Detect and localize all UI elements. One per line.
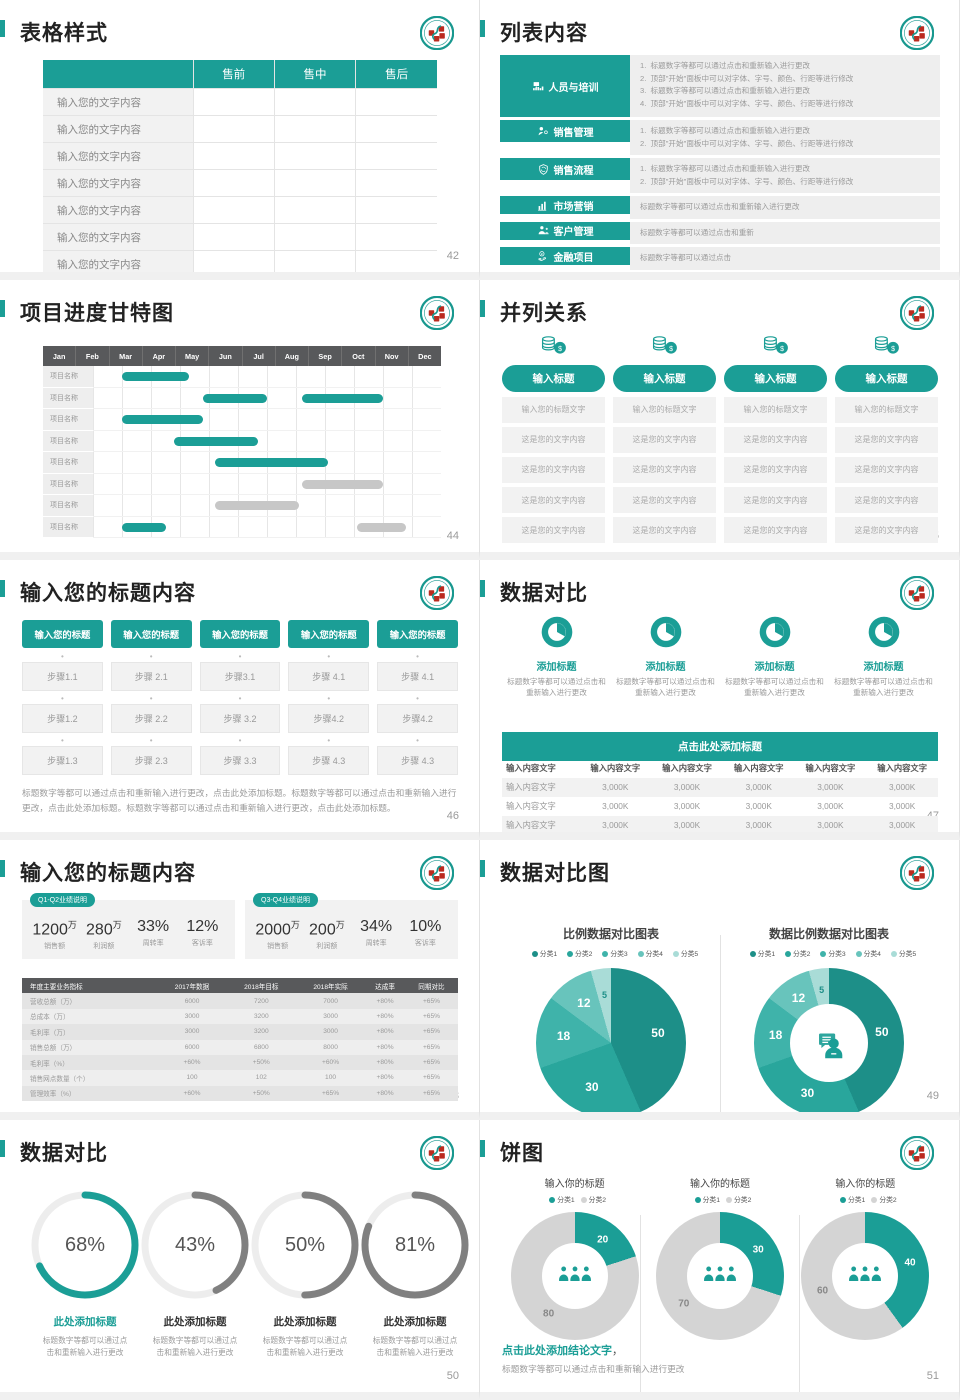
svg-text:$: $ xyxy=(669,346,673,353)
svg-text:$: $ xyxy=(780,346,784,353)
svg-text:$: $ xyxy=(891,346,895,353)
svg-text:$: $ xyxy=(558,346,562,353)
